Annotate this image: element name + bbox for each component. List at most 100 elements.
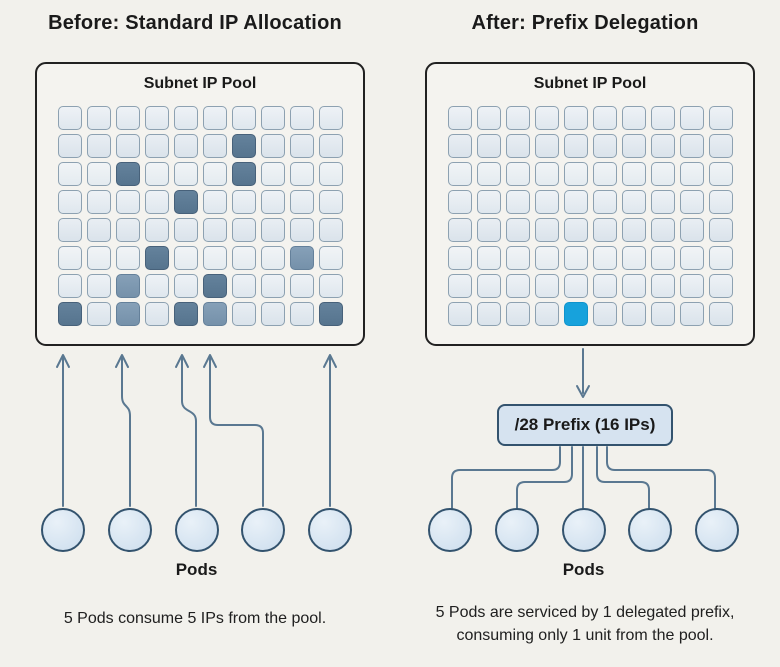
ip-unit-cell (534, 302, 559, 326)
pod-to-pool-arrow-line (181, 356, 197, 507)
ip-unit-cell (592, 106, 617, 130)
caption-line: 5 Pods consume 5 IPs from the pool. (63, 610, 327, 627)
ip-unit-cell (86, 106, 111, 130)
arrowhead-up-icon (175, 354, 189, 368)
ip-unit-cell (115, 106, 140, 130)
ip-unit-cell (231, 246, 256, 270)
ip-unit-cell (318, 190, 343, 214)
ip-unit-cell (202, 302, 227, 326)
ip-unit-cell (86, 162, 111, 186)
ip-unit-cell (318, 274, 343, 298)
pod-circle (107, 508, 152, 552)
ip-unit-cell (505, 274, 530, 298)
pods-label-before: Pods (175, 560, 218, 579)
subnet-pool-label: Subnet IP Pool (533, 75, 647, 92)
ip-unit-cell (144, 106, 169, 130)
ip-unit-cell (505, 218, 530, 242)
ip-unit-cell (592, 218, 617, 242)
ip-unit-cell (563, 246, 588, 270)
ip-unit-cell (86, 274, 111, 298)
ip-unit-cell (476, 134, 501, 158)
ip-unit-cell (476, 246, 501, 270)
ip-unit-cell (621, 162, 646, 186)
ip-unit-cell (447, 218, 472, 242)
ip-unit-cell (534, 162, 559, 186)
ip-unit-cell (289, 134, 314, 158)
caption-after: 5 Pods are serviced by 1 delegated prefi… (390, 601, 780, 647)
ip-unit-cell (115, 302, 140, 326)
ip-unit-cell (144, 162, 169, 186)
ip-unit-cell (563, 190, 588, 214)
ip-unit-cell (115, 218, 140, 242)
ip-unit-cell (231, 190, 256, 214)
ip-unit-cell (534, 134, 559, 158)
ip-unit-cell (202, 134, 227, 158)
ip-unit-cell (592, 190, 617, 214)
ip-unit-cell (708, 302, 733, 326)
ip-unit-cell (592, 274, 617, 298)
ip-unit-cell (505, 190, 530, 214)
ip-unit-cell (202, 162, 227, 186)
arrowhead-up-icon (203, 354, 217, 368)
ip-unit-cell (260, 218, 285, 242)
ip-unit-cell (173, 246, 198, 270)
ip-unit-cell (447, 274, 472, 298)
arrowhead-up-icon (56, 354, 70, 368)
ip-unit-cell (115, 274, 140, 298)
ip-unit-cell (144, 190, 169, 214)
ip-unit-cell (289, 246, 314, 270)
ip-unit-cell (650, 246, 675, 270)
ip-unit-cell (173, 190, 198, 214)
caption-line: consuming only 1 unit from the pool. (456, 627, 714, 644)
ip-unit-cell (505, 106, 530, 130)
ip-unit-cell (86, 218, 111, 242)
ip-unit-cell (289, 218, 314, 242)
prefix-to-pod-line (516, 446, 573, 509)
ip-unit-cell (679, 190, 704, 214)
ip-unit-cell (679, 302, 704, 326)
prefix-to-pod-line (451, 446, 561, 509)
ip-unit-cell (708, 134, 733, 158)
ip-unit-cell (57, 190, 82, 214)
ip-unit-cell (650, 134, 675, 158)
ip-unit-cell (476, 106, 501, 130)
ip-unit-cell (318, 246, 343, 270)
ip-unit-cell (476, 274, 501, 298)
ip-unit-cell (476, 162, 501, 186)
ip-unit-cell (318, 134, 343, 158)
ip-unit-cell (289, 106, 314, 130)
arrowhead-up-icon (323, 354, 337, 368)
ip-unit-cell (621, 218, 646, 242)
ip-unit-cell (86, 246, 111, 270)
ip-unit-cell (231, 134, 256, 158)
ip-unit-cell (144, 134, 169, 158)
ip-unit-cell (505, 162, 530, 186)
ip-unit-cell (650, 274, 675, 298)
subnet-pool-box-after: Subnet IP Pool (425, 62, 755, 346)
ip-unit-cell (289, 190, 314, 214)
ip-unit-cell (86, 302, 111, 326)
ip-unit-cell (173, 134, 198, 158)
ip-unit-cell (534, 274, 559, 298)
ip-unit-cell (592, 302, 617, 326)
ip-unit-cell (621, 106, 646, 130)
ip-unit-cell (115, 134, 140, 158)
ip-unit-cell (679, 134, 704, 158)
pod-circle (628, 508, 673, 552)
ip-unit-cell (173, 302, 198, 326)
subnet-pool-label: Subnet IP Pool (143, 75, 257, 92)
ip-unit-cell (592, 246, 617, 270)
ip-unit-cell (505, 246, 530, 270)
ip-unit-cell (621, 302, 646, 326)
ip-unit-cell (650, 162, 675, 186)
ip-unit-cell (563, 218, 588, 242)
ip-unit-cell (708, 190, 733, 214)
ip-unit-cell (650, 302, 675, 326)
ip-unit-cell (592, 162, 617, 186)
ip-unit-cell (144, 302, 169, 326)
ip-unit-cell (447, 134, 472, 158)
pod-circle (308, 508, 352, 552)
ip-unit-cell (202, 246, 227, 270)
ip-unit-cell (650, 106, 675, 130)
ip-unit-cell (57, 162, 82, 186)
